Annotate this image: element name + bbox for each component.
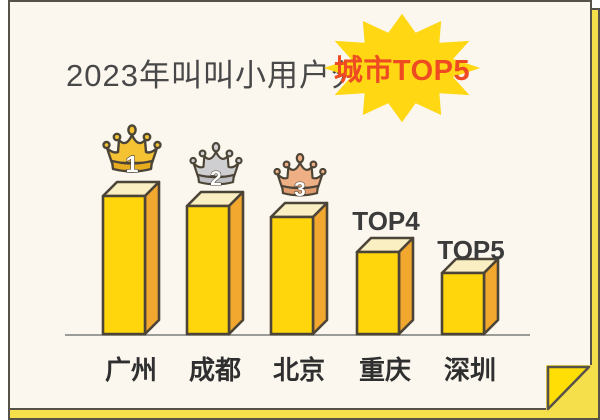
city-label-4: 重庆: [358, 355, 411, 385]
bar-rank-1: [100, 179, 162, 342]
gold-crown-icon: 1: [100, 122, 164, 180]
bar-rank-3: [268, 200, 330, 342]
badge-label: 城市TOP5: [333, 55, 471, 87]
bar-rank-2: [184, 189, 246, 342]
starburst-icon: [323, 13, 481, 123]
city-top5-badge: 城市TOP5: [320, 12, 484, 124]
svg-text:3: 3: [294, 178, 305, 201]
rank-label-top5: TOP5: [437, 235, 505, 265]
svg-text:2: 2: [210, 167, 221, 190]
city-label-5: 深圳: [443, 355, 496, 385]
city-label-1: 广州: [104, 355, 157, 385]
city-label-3: 北京: [272, 355, 325, 385]
silver-crown-icon: 2: [187, 140, 245, 192]
city-label-2: 成都: [188, 355, 241, 385]
svg-text:1: 1: [126, 151, 139, 177]
bronze-crown-icon: 3: [271, 151, 329, 203]
folded-corner-icon: [546, 365, 593, 411]
rank-label-top4: TOP4: [352, 206, 420, 236]
bar-rank-5: [439, 256, 501, 342]
bar-rank-4: [354, 235, 416, 342]
